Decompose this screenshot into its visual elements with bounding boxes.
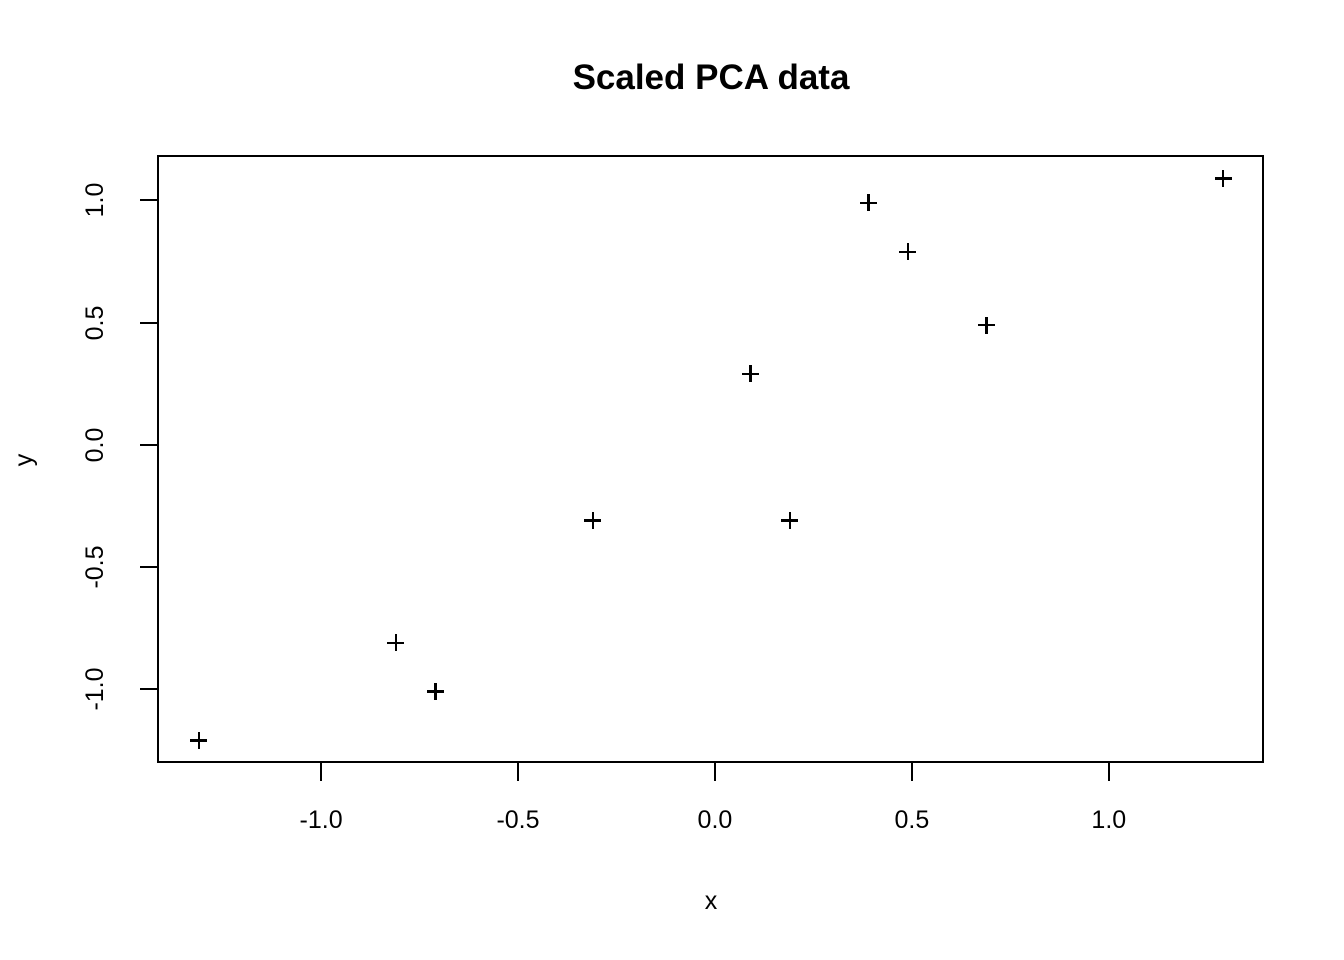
y-axis-tick xyxy=(140,443,158,446)
data-point-plus-marker xyxy=(860,194,878,212)
x-tick-label: 0.0 xyxy=(697,806,733,834)
x-tick-label: 0.5 xyxy=(894,806,930,834)
x-tick-label: -0.5 xyxy=(496,806,540,834)
y-axis-tick xyxy=(140,199,158,202)
data-point-plus-marker xyxy=(1214,169,1232,187)
y-tick-label: -0.5 xyxy=(81,545,109,589)
y-axis-tick xyxy=(140,321,158,324)
y-axis-tick xyxy=(140,566,158,569)
data-point-plus-marker xyxy=(978,316,996,334)
y-axis-tick xyxy=(140,688,158,691)
x-axis-tick xyxy=(910,763,913,781)
x-axis-tick xyxy=(713,763,716,781)
y-tick-label: 1.0 xyxy=(81,183,109,218)
x-axis-tick xyxy=(320,763,323,781)
y-tick-label: 0.0 xyxy=(81,427,109,463)
plot-area-border xyxy=(157,155,1264,763)
chart-title: Scaled PCA data xyxy=(572,58,850,97)
data-point-plus-marker xyxy=(899,243,917,261)
y-axis-label: y xyxy=(10,453,38,467)
data-point-plus-marker xyxy=(584,512,602,530)
data-point-plus-marker xyxy=(741,365,759,383)
x-axis-label: x xyxy=(704,887,718,915)
y-tick-label: -1.0 xyxy=(81,667,109,711)
data-point-plus-marker xyxy=(781,512,799,530)
x-tick-label: 1.0 xyxy=(1091,806,1127,834)
data-point-plus-marker xyxy=(426,683,444,701)
y-tick-label: 0.5 xyxy=(81,305,109,341)
x-axis-tick xyxy=(1107,763,1110,781)
x-tick-label: -1.0 xyxy=(299,806,343,834)
data-point-plus-marker xyxy=(190,732,208,750)
data-point-plus-marker xyxy=(387,634,405,652)
x-axis-tick xyxy=(517,763,519,781)
